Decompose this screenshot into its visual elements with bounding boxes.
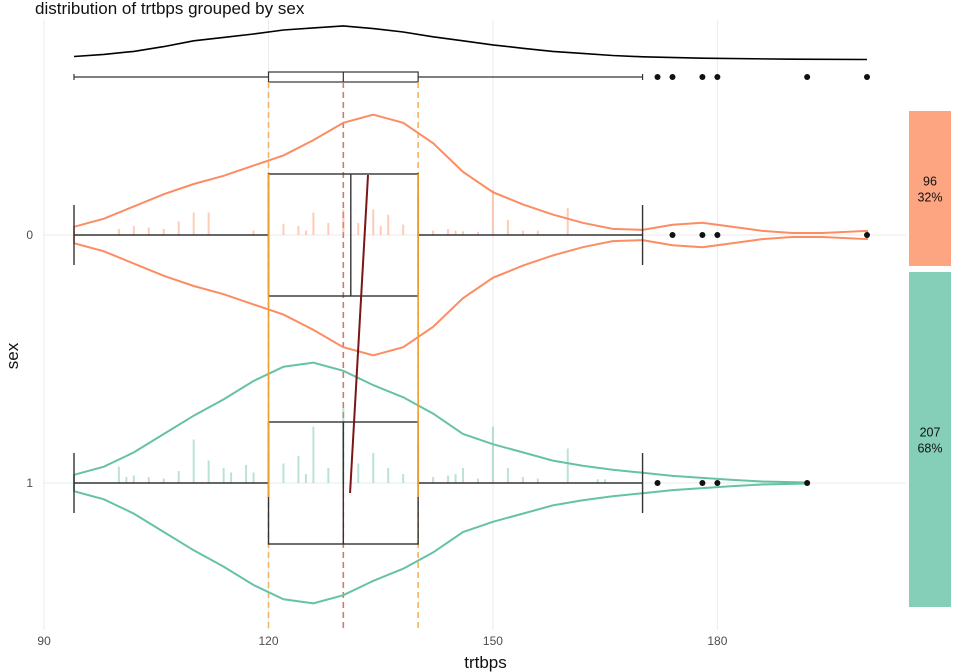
x-axis-title: trtbps: [464, 653, 507, 672]
overall-outlier-point: [699, 74, 706, 80]
proportion-percent-label: 68%: [917, 442, 942, 456]
violin-group-1: [73, 361, 811, 605]
overall-outlier-point: [864, 74, 870, 80]
y-tick-label-1: 1: [26, 476, 33, 490]
proportion-percent-label: 32%: [917, 191, 942, 205]
proportion-count-label: 96: [923, 175, 937, 189]
overall-outlier-point: [669, 74, 676, 80]
mean-connector-line: [349, 174, 370, 494]
y-axis-title: sex: [3, 342, 22, 369]
outlier-point: [699, 232, 706, 238]
overall-outlier-point: [654, 74, 661, 80]
violin-outline: [73, 113, 868, 357]
proportion-count-label: 207: [920, 426, 941, 440]
chart-title: distribution of trtbps grouped by sex: [35, 0, 305, 18]
x-tick-label-150: 150: [483, 634, 503, 648]
proportion-bar-rect: [909, 272, 951, 607]
overall-density-line: [73, 25, 868, 61]
x-tick-label-120: 120: [258, 634, 278, 648]
outlier-point: [714, 232, 721, 238]
outlier-point: [699, 480, 706, 486]
outlier-point: [864, 232, 870, 238]
x-tick-label-90: 90: [37, 634, 51, 648]
y-tick-label-0: 0: [26, 228, 33, 242]
x-tick-label-180: 180: [707, 634, 727, 648]
overall-outlier-point: [714, 74, 721, 80]
outlier-point: [654, 480, 661, 486]
proportion-bar-rect: [909, 111, 951, 266]
outlier-point: [714, 480, 721, 486]
outlier-point: [669, 232, 676, 238]
overall-outlier-point: [804, 74, 811, 80]
outlier-point: [804, 480, 811, 486]
